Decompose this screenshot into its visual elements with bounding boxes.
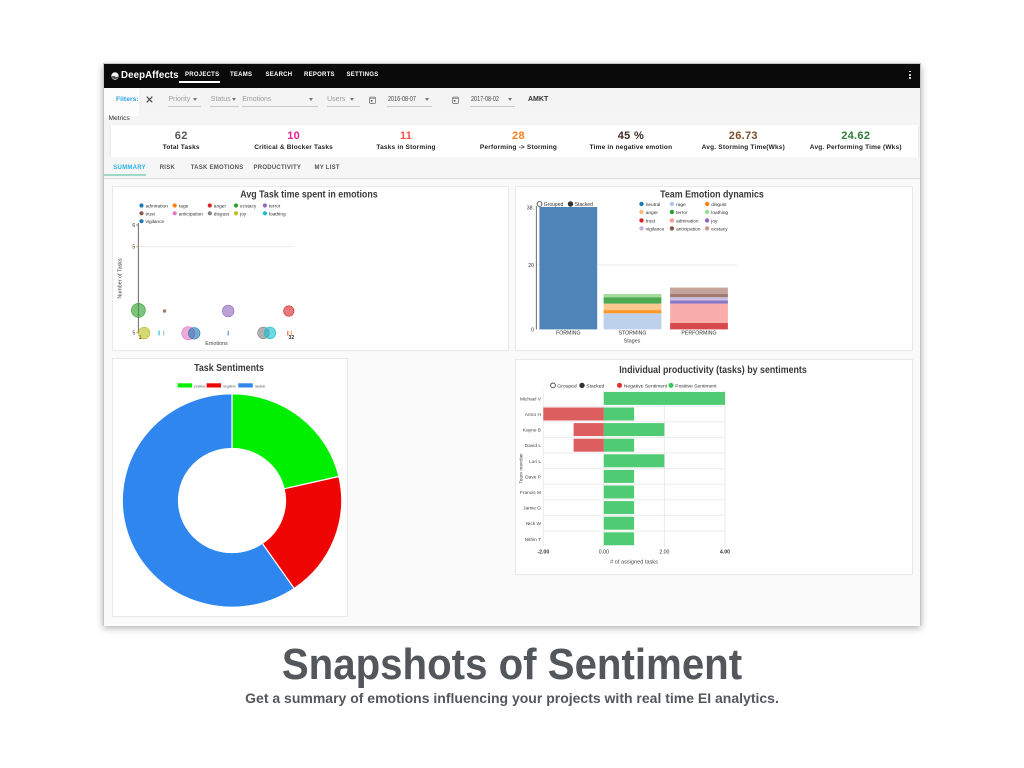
svg-text:# of assigned tasks: # of assigned tasks	[610, 559, 658, 565]
svg-text:Nick W: Nick W	[526, 521, 542, 527]
svg-text:5: 5	[132, 244, 135, 250]
svg-text:Team member: Team member	[519, 452, 525, 483]
svg-text:trust: trust	[646, 218, 656, 224]
svg-text:32: 32	[289, 335, 295, 341]
svg-text:anticipation: anticipation	[676, 226, 701, 232]
svg-text:4.00: 4.00	[720, 549, 730, 555]
svg-text:neutral: neutral	[255, 384, 266, 388]
svg-text:Team Emotion dynamics: Team Emotion dynamics	[660, 188, 764, 200]
svg-text:loathing: loathing	[269, 211, 286, 217]
svg-text:Grouped: Grouped	[544, 202, 564, 208]
svg-text:STORMING: STORMING	[619, 330, 647, 336]
svg-text:6: 6	[132, 223, 135, 229]
svg-text:ecstacy: ecstacy	[240, 203, 257, 209]
svg-text:Stacked: Stacked	[586, 383, 604, 389]
svg-text:anticipation: anticipation	[179, 211, 204, 217]
svg-text:ecstacy: ecstacy	[711, 226, 728, 232]
svg-text:Avg Task time spent in emotion: Avg Task time spent in emotions	[240, 188, 377, 200]
svg-text:David L: David L	[525, 443, 542, 449]
svg-text:vigilance: vigilance	[146, 219, 165, 225]
svg-text:joy: joy	[239, 211, 247, 217]
svg-text:Grouped: Grouped	[557, 383, 577, 389]
svg-text:5: 5	[132, 330, 135, 336]
svg-text:0: 0	[531, 327, 534, 333]
svg-text:Nithin T: Nithin T	[525, 536, 541, 542]
svg-text:disgust: disgust	[711, 202, 727, 208]
svg-text:Negative Sentiment: Negative Sentiment	[624, 383, 668, 389]
svg-text:FORMING: FORMING	[556, 330, 581, 336]
svg-text:20: 20	[528, 263, 534, 269]
svg-text:Emotions: Emotions	[205, 341, 228, 347]
svg-text:Number of Tasks: Number of Tasks	[118, 258, 124, 299]
svg-text:rage: rage	[676, 202, 686, 208]
svg-text:joy: joy	[710, 218, 718, 224]
svg-text:anger: anger	[214, 203, 227, 209]
svg-text:Jamie G: Jamie G	[523, 505, 541, 511]
svg-text:Positive Sentiment: Positive Sentiment	[675, 383, 717, 389]
svg-text:-2.00: -2.00	[537, 549, 549, 555]
svg-text:negative: negative	[223, 384, 236, 388]
svg-text:Francis M: Francis M	[520, 490, 541, 496]
svg-text:positive: positive	[194, 384, 206, 388]
svg-text:Amro H: Amro H	[525, 412, 542, 418]
svg-text:terror: terror	[676, 210, 688, 216]
svg-text:Stages: Stages	[624, 338, 641, 344]
svg-text:Stacked: Stacked	[575, 202, 593, 208]
svg-text:admiration: admiration	[146, 203, 169, 209]
svg-text:Michael V: Michael V	[520, 396, 542, 402]
svg-text:PERFORMING: PERFORMING	[681, 330, 716, 336]
svg-text:trust: trust	[146, 211, 156, 217]
svg-text:1: 1	[139, 335, 142, 341]
svg-text:anger: anger	[646, 210, 659, 216]
svg-text:0.00: 0.00	[599, 549, 609, 555]
svg-text:terror: terror	[269, 203, 281, 209]
svg-text:rage: rage	[179, 203, 189, 209]
svg-text:Task Sentiments: Task Sentiments	[194, 362, 264, 374]
svg-text:vigilance: vigilance	[646, 226, 665, 232]
svg-text:Individual productivity (tasks: Individual productivity (tasks) by senti…	[619, 364, 807, 376]
svg-text:38.: 38.	[527, 205, 534, 211]
svg-text:loathing: loathing	[711, 210, 728, 216]
svg-text:Lori L: Lori L	[529, 458, 541, 464]
svg-text:Kayne B: Kayne B	[523, 427, 541, 433]
svg-text:disgust: disgust	[214, 211, 230, 217]
svg-text:Dave P: Dave P	[525, 474, 541, 480]
svg-text:2.00: 2.00	[659, 549, 669, 555]
svg-text:neutral: neutral	[646, 202, 661, 208]
svg-text:admiration: admiration	[676, 218, 699, 224]
